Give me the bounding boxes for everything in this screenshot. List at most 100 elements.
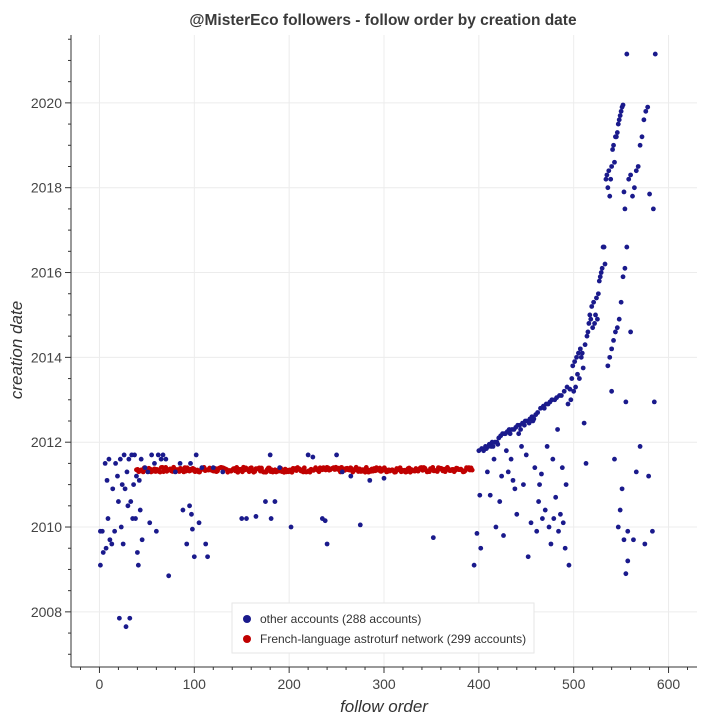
other-account-point: [590, 325, 596, 331]
other-account-point: [599, 265, 605, 271]
other-account-point: [609, 388, 615, 394]
other-account-point: [113, 461, 118, 466]
other-account-point: [606, 168, 612, 174]
x-tick-label: 600: [657, 676, 681, 692]
other-account-point: [577, 346, 583, 352]
other-account-point: [582, 342, 588, 348]
other-account-point: [576, 376, 582, 381]
other-account-point: [268, 516, 274, 521]
other-account-point: [578, 354, 584, 360]
other-account-point: [155, 452, 161, 458]
other-account-point: [263, 499, 268, 504]
other-account-point: [596, 278, 602, 284]
other-account-point: [493, 524, 499, 530]
other-account-point: [210, 465, 216, 471]
other-account-point: [147, 520, 153, 526]
other-account-point: [571, 388, 577, 394]
other-account-point: [490, 444, 496, 449]
y-tick-label: 2010: [31, 519, 62, 535]
other-account-point: [191, 554, 197, 560]
other-account-point: [199, 465, 205, 471]
other-account-point: [650, 528, 655, 534]
other-account-point: [117, 456, 123, 462]
other-account-point: [562, 545, 568, 551]
other-account-point: [569, 376, 575, 381]
other-account-point: [623, 399, 629, 405]
other-account-point: [573, 384, 578, 390]
legend-label-astroturf: French-language astroturf network (299 a…: [260, 632, 526, 646]
other-account-point: [521, 482, 526, 488]
other-account-point: [560, 520, 566, 526]
other-account-point: [558, 511, 563, 517]
other-account-point: [518, 427, 523, 432]
other-account-point: [133, 516, 138, 521]
y-axis-label: creation date: [7, 301, 26, 399]
other-account-point: [537, 482, 542, 488]
other-account-point: [633, 168, 639, 174]
other-account-point: [305, 452, 311, 458]
other-account-point: [646, 473, 652, 479]
other-account-point: [121, 452, 127, 458]
other-account-point: [288, 524, 294, 530]
other-account-point: [643, 108, 649, 114]
other-account-point: [177, 461, 183, 466]
other-account-point: [642, 541, 648, 547]
other-account-point: [588, 316, 594, 322]
other-account-point: [134, 550, 140, 555]
other-account-point: [474, 530, 480, 536]
other-account-point: [430, 535, 436, 541]
other-account-point: [566, 562, 572, 568]
other-account-point: [244, 516, 249, 521]
legend: other accounts (288 accounts) French-lan…: [231, 602, 535, 654]
y-tick-label: 2014: [31, 349, 62, 365]
other-account-point: [507, 431, 513, 437]
other-account-point: [253, 514, 259, 519]
other-account-point: [487, 492, 493, 498]
other-account-point: [491, 456, 497, 462]
other-account-point: [160, 452, 166, 458]
astroturf-point: [301, 465, 307, 471]
other-account-point: [630, 193, 635, 199]
other-account-point: [621, 537, 627, 543]
other-account-point: [501, 533, 506, 538]
other-account-point: [116, 615, 122, 621]
other-account-point: [576, 350, 581, 356]
y-tick-label: 2016: [31, 265, 62, 281]
other-account-point: [381, 475, 387, 481]
other-account-point: [112, 528, 118, 534]
other-account-point: [621, 189, 627, 195]
other-account-point: [98, 562, 103, 568]
other-account-point: [105, 516, 111, 521]
other-account-point: [521, 422, 527, 428]
other-account-point: [572, 359, 578, 365]
other-account-point: [127, 615, 133, 621]
other-account-point: [631, 537, 636, 543]
other-account-point: [322, 518, 328, 524]
other-account-point: [616, 117, 622, 123]
other-account-point: [163, 456, 169, 462]
other-account-point: [102, 461, 108, 466]
other-account-point: [635, 164, 641, 169]
other-account-point: [508, 456, 514, 462]
grid: [71, 35, 697, 667]
other-account-point: [625, 558, 631, 564]
other-account-point: [613, 134, 619, 140]
other-account-point: [584, 333, 590, 339]
other-account-point: [605, 363, 611, 369]
other-account-point: [570, 363, 576, 369]
other-account-point: [120, 541, 126, 547]
legend-label-other: other accounts (288 accounts): [260, 612, 421, 626]
other-account-point: [132, 452, 137, 458]
other-account-point: [620, 102, 626, 108]
other-account-point: [514, 511, 520, 517]
other-account-point: [619, 486, 625, 492]
other-account-point: [652, 51, 658, 57]
other-account-point: [272, 499, 278, 504]
other-account-point: [605, 185, 611, 191]
other-account-point: [628, 172, 634, 178]
other-account-point: [611, 337, 616, 343]
other-account-point: [650, 206, 656, 212]
other-account-point: [123, 624, 129, 630]
other-account-point: [525, 554, 531, 560]
